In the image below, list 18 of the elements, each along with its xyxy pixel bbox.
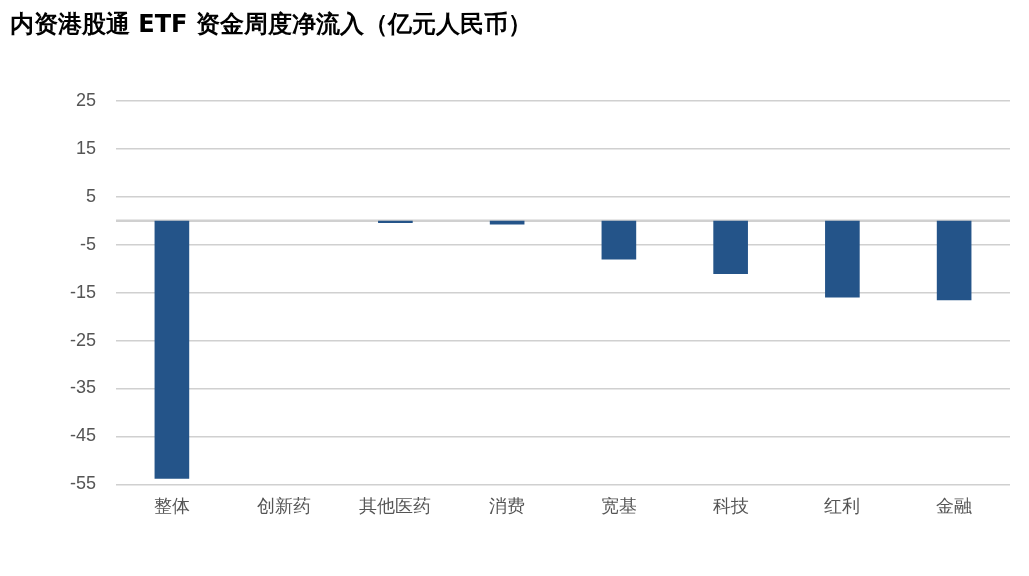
y-tick-label: 25 [75,89,97,110]
y-tick-label: 15 [75,137,97,158]
chart-title: 内资港股通 ETF 资金周度净流入（亿元人民币） [10,9,532,40]
x-tick-label: 消费 [489,494,526,516]
y-tick-label: -35 [70,377,97,398]
x-tick-label: 其他医药 [359,494,432,516]
y-tick-label: -55 [70,473,97,494]
x-tick-label: 整体 [153,494,190,516]
y-tick-label: -45 [70,425,97,446]
y-tick-label: -15 [70,281,97,302]
y-tick-label: -25 [70,329,97,350]
x-tick-label: 宽基 [600,494,637,516]
x-tick-label: 红利 [824,494,861,516]
x-tick-label: 创新药 [256,494,311,516]
x-tick-label: 科技 [712,494,749,516]
x-tick-label: 金融 [936,494,973,516]
y-tick-label: 5 [86,185,97,206]
y-tick-label: -5 [80,233,97,254]
